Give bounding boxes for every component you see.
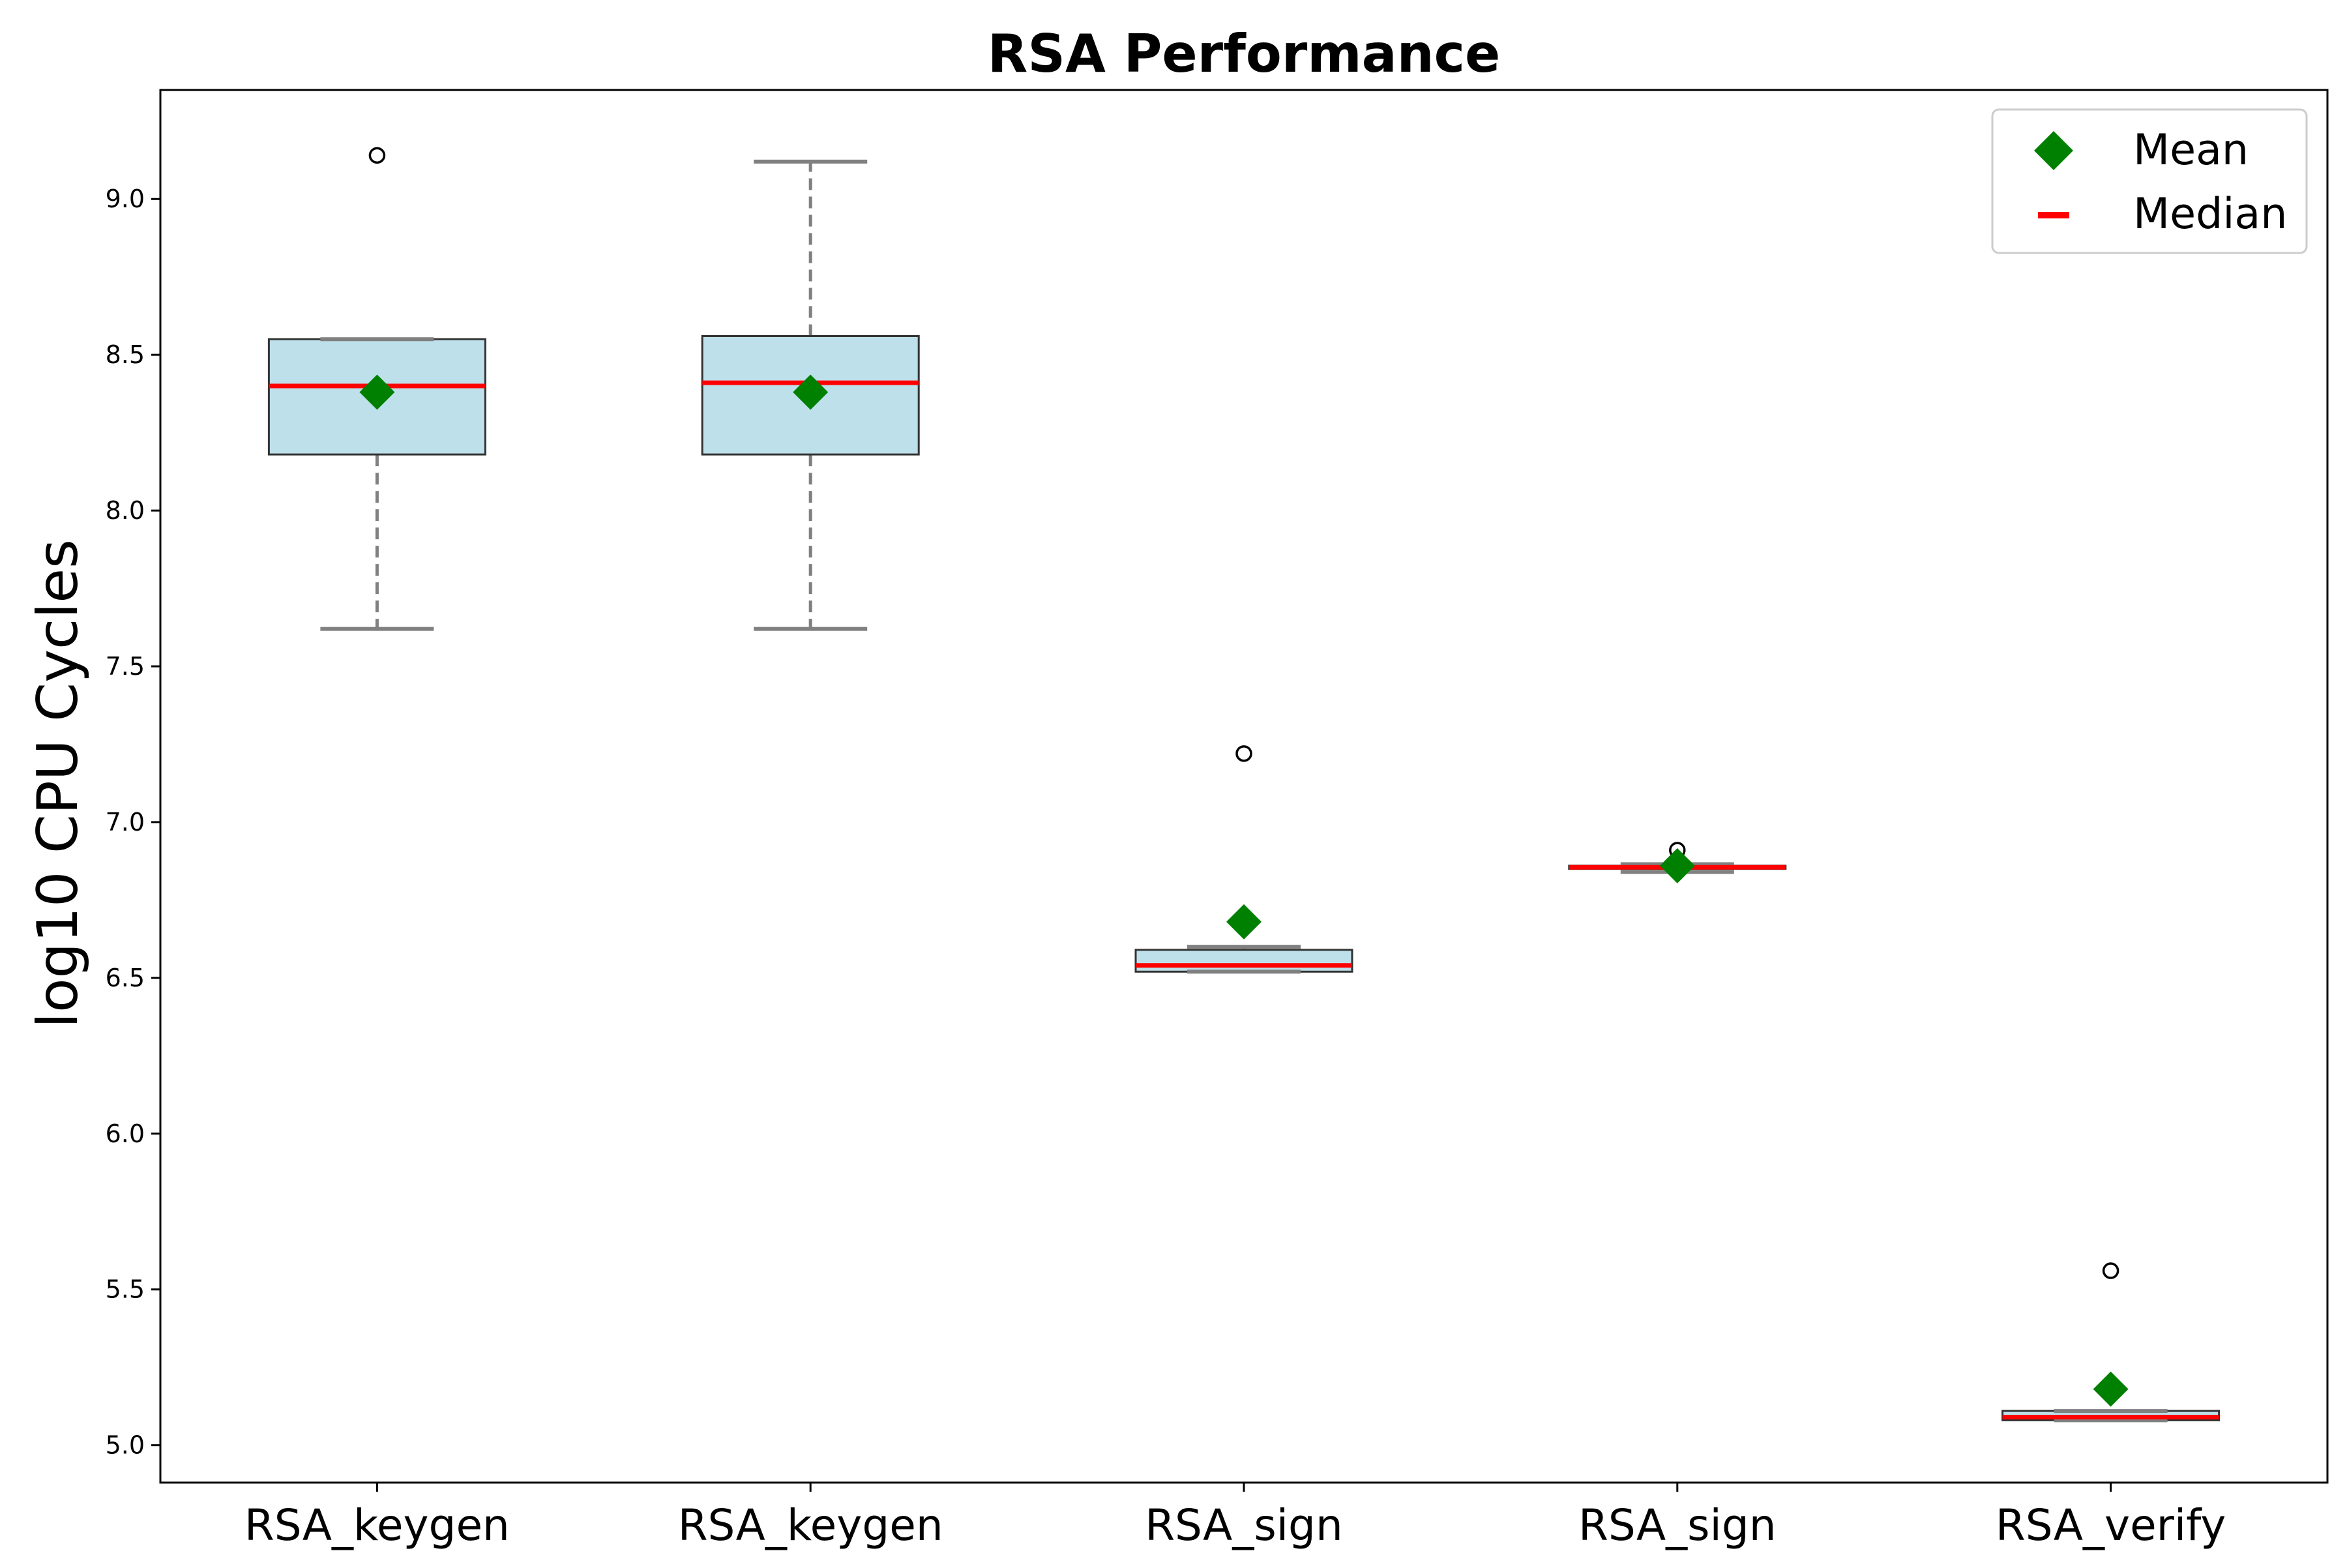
mean-marker (2093, 1371, 2129, 1407)
plot-frame (159, 89, 2329, 1484)
outlier-point (2102, 1262, 2119, 1279)
x-tick-label: RSA_keygen (244, 1500, 510, 1550)
x-tick-label: RSA_sign (1145, 1500, 1343, 1550)
y-tick-label: 5.5 (106, 1275, 145, 1304)
legend-median-label: Median (2133, 190, 2287, 239)
iqr-box (1134, 949, 1353, 973)
outlier-point (1235, 745, 1252, 762)
legend-mean-label: Mean (2133, 126, 2249, 175)
mean-marker (1659, 848, 1695, 883)
legend-box (1991, 108, 2308, 254)
x-tick-label: RSA_verify (1996, 1500, 2226, 1550)
y-tick-label: 8.5 (106, 340, 145, 369)
y-axis-label: log10 CPU Cycles (25, 539, 91, 1028)
outlier-point (368, 147, 386, 164)
y-tick-label: 8.0 (106, 496, 145, 525)
mean-marker (359, 374, 395, 410)
y-tick-label: 7.0 (106, 808, 145, 836)
y-tick-label: 9.0 (106, 185, 145, 213)
mean-marker (1226, 904, 1262, 939)
legend-mean-marker (2034, 131, 2073, 170)
plot-area: 5.0 5.5 6.0 6.5 7.0 7.5 8.0 8.5 9.0 RSA_keygen RSA… (106, 147, 2226, 1550)
y-tick-label: 7.5 (106, 652, 145, 681)
y-tick-label: 6.0 (106, 1119, 145, 1148)
legend-median-marker (2038, 212, 2069, 218)
legend: Mean Median (1991, 108, 2308, 254)
y-tick-label: 5.0 (106, 1431, 145, 1460)
x-tick-label: RSA_keygen (678, 1500, 943, 1550)
mean-marker (793, 374, 829, 410)
x-tick-label: RSA_sign (1578, 1500, 1777, 1550)
y-tick-label: 6.5 (106, 964, 145, 992)
chart-title: RSA Performance (988, 23, 1501, 84)
